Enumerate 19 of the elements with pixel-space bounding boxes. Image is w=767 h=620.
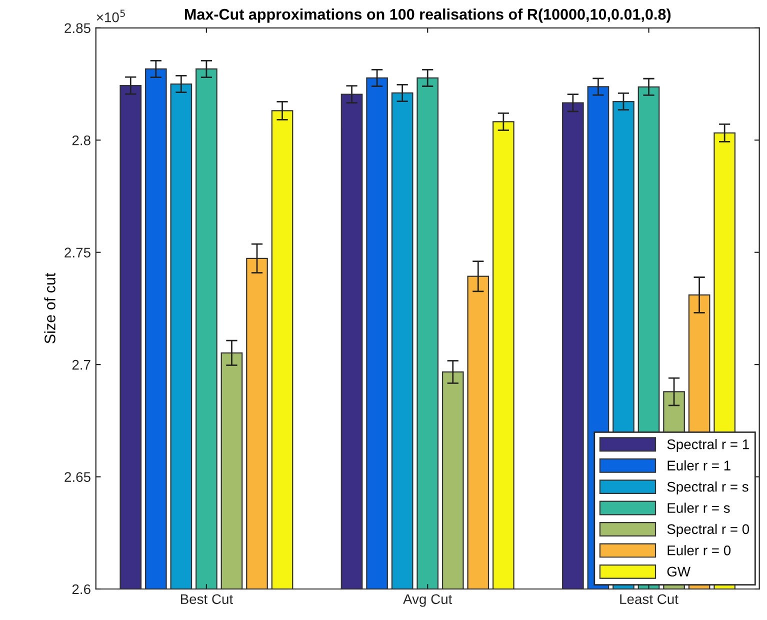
legend-label: Euler r = s — [668, 502, 730, 513]
y-tick-label: 2.7 — [72, 360, 90, 370]
legend-label: GW — [667, 566, 690, 577]
x-tick-label: Avg Cut — [403, 594, 452, 607]
text: ×10$^{5}$ — [96, 10, 125, 22]
y-tick-label: 2.85 — [64, 23, 90, 34]
y-tick-label: 2.65 — [64, 472, 90, 482]
y-tick-label: 2.75 — [64, 248, 90, 258]
legend-label: Spectral r = s — [667, 481, 748, 494]
legend-label: Spectral r = 0 — [667, 524, 750, 537]
legend-label: Euler r = 0 — [668, 545, 731, 556]
x-tick-label: Least Cut — [620, 594, 678, 604]
x-tick-label: Best Cut — [180, 594, 233, 604]
y-tick-label: 2.8 — [72, 135, 90, 146]
y-tick-label: 2.6 — [72, 584, 90, 594]
legend-label: Euler r = 1 — [668, 460, 730, 470]
y-axis-title: Size of cut — [44, 272, 56, 344]
legend-label: Spectral r = 1 — [667, 439, 749, 452]
chart-title: Max-Cut approximations on 100 realisations of R(10000,10,0.01,0.8) — [184, 8, 671, 23]
